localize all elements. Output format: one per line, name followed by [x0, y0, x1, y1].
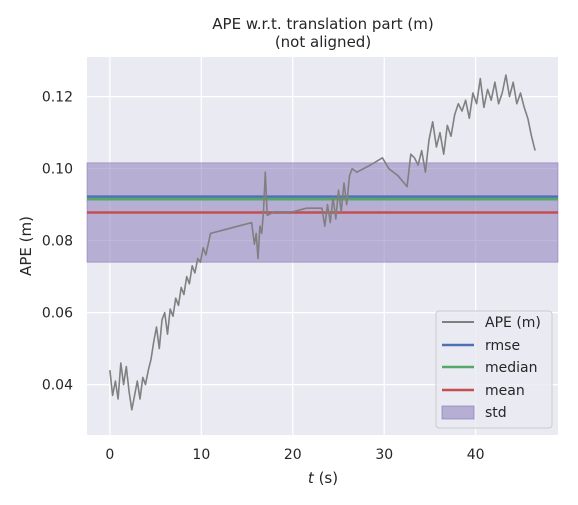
- y-tick-label: 0.06: [42, 306, 73, 322]
- x-tick-label: 20: [284, 447, 302, 463]
- x-tick-label: 40: [467, 447, 485, 463]
- legend-std-swatch: [441, 405, 475, 420]
- y-tick-label: 0.04: [42, 378, 73, 394]
- x-tick-label: 10: [192, 447, 210, 463]
- legend-mean-label: mean: [485, 383, 525, 399]
- x-axis-label-var: t: [308, 469, 315, 487]
- y-tick-label: 0.10: [42, 162, 73, 178]
- chart-title: APE w.r.t. translation part (m): [212, 15, 433, 33]
- series-layer: [109, 74, 536, 411]
- y-tick-label: 0.08: [42, 234, 73, 250]
- x-axis-label: t (s): [308, 469, 338, 487]
- x-tick-label: 30: [375, 447, 393, 463]
- x-axis-label-unit: (s): [314, 469, 338, 487]
- y-tick-label: 0.12: [42, 90, 73, 106]
- y-ticks: 0.04 0.06 0.08 0.10 0.12: [42, 90, 73, 394]
- legend-box: [435, 310, 553, 429]
- chart-subtitle: (not aligned): [275, 33, 371, 51]
- y-axis-label: APE (m): [17, 216, 35, 276]
- legend-median-label: median: [485, 360, 537, 376]
- x-tick-label: 0: [105, 447, 114, 463]
- legend: APE (m) rmse median mean std: [435, 310, 553, 429]
- x-ticks: 0 10 20 30 40: [105, 447, 484, 463]
- ape-series-line: [109, 74, 536, 411]
- legend-std-label: std: [485, 405, 507, 421]
- legend-ape-label: APE (m): [485, 315, 541, 331]
- legend-rmse-label: rmse: [485, 338, 520, 354]
